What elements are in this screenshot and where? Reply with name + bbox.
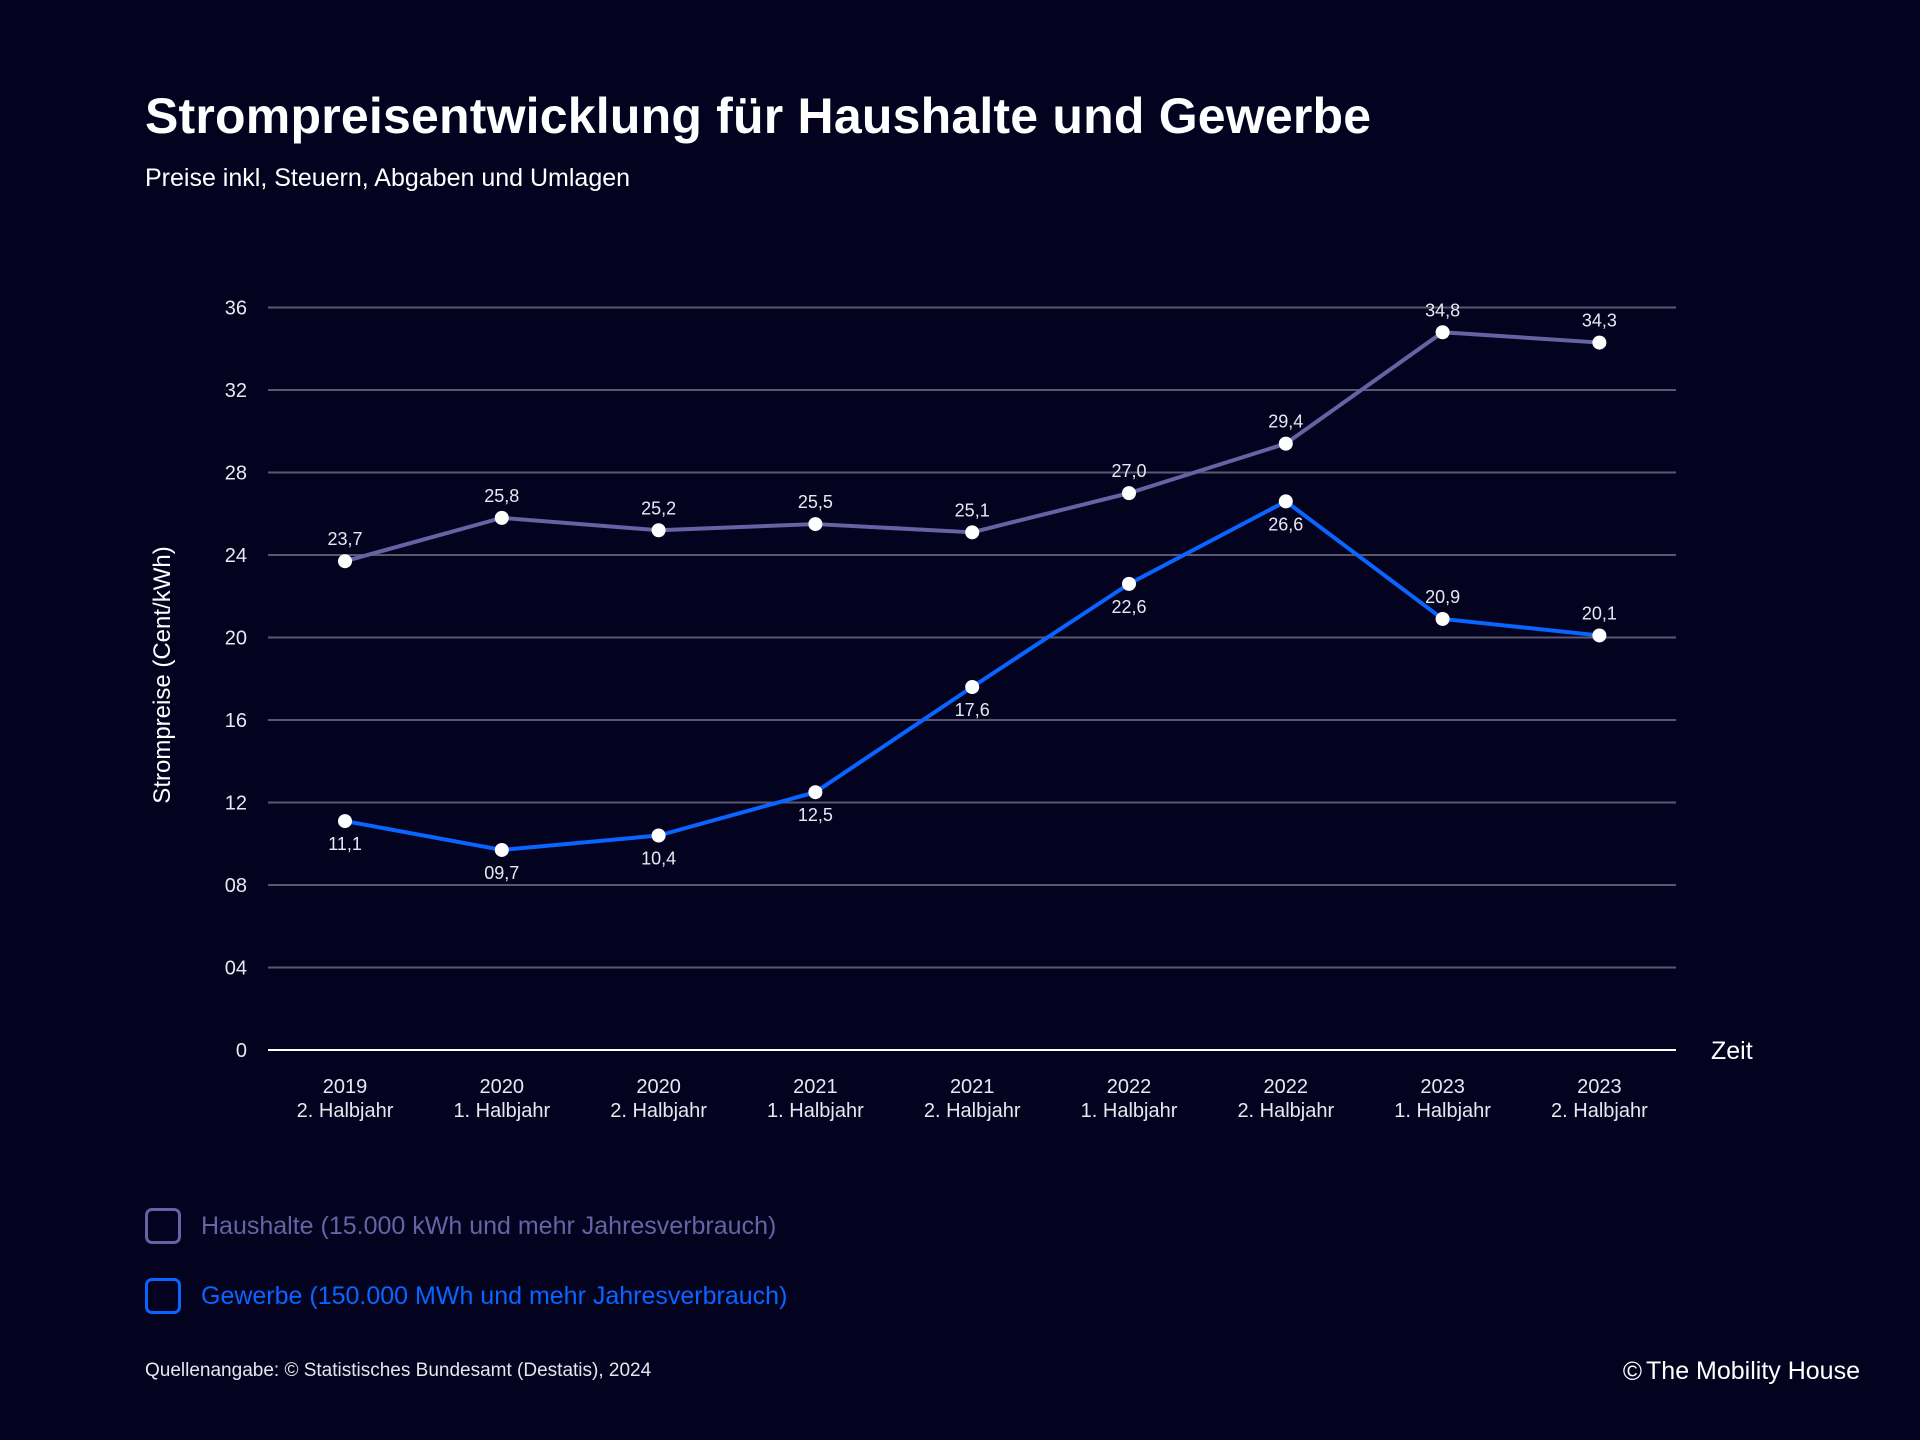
x-tick-label-period: 2. Halbjahr bbox=[1237, 1100, 1334, 1122]
y-tick-label: 24 bbox=[225, 545, 247, 567]
y-tick-labels: 0 04 08 12 16 20 24 28 32 36 bbox=[225, 298, 247, 1063]
data-point-gewerbe bbox=[494, 842, 509, 857]
data-label-haushalte: 27,0 bbox=[1111, 461, 1146, 481]
series-gewerbe: 11,1 09,7 10,4 12,5 17,6 22,6 26,6 20,9 20,1 bbox=[328, 494, 1617, 883]
data-label-haushalte: 29,4 bbox=[1268, 412, 1303, 432]
x-tick-label-year: 2019 bbox=[323, 1076, 368, 1098]
x-tick-label-year: 2023 bbox=[1420, 1076, 1465, 1098]
x-tick-label-period: 1. Halbjahr bbox=[1394, 1100, 1491, 1122]
chart-title: Strompreisentwicklung für Haushalte und … bbox=[145, 88, 1372, 144]
legend-item-haushalte[interactable]: Haushalte (15.000 kWh und mehr Jahresver… bbox=[145, 1208, 776, 1244]
data-point-haushalte bbox=[1435, 325, 1450, 340]
grid-layer bbox=[268, 306, 1676, 1051]
data-point-haushalte bbox=[808, 517, 823, 532]
x-tick-label-year: 2021 bbox=[950, 1076, 995, 1098]
data-point-haushalte bbox=[1278, 436, 1293, 451]
x-tick-label-period: 1. Halbjahr bbox=[767, 1100, 864, 1122]
x-tick-label-period: 1. Halbjahr bbox=[1081, 1100, 1178, 1122]
data-point-gewerbe bbox=[808, 785, 823, 800]
data-label-haushalte: 25,1 bbox=[955, 500, 990, 520]
data-point-haushalte bbox=[1592, 335, 1607, 350]
y-tick-label: 32 bbox=[225, 380, 247, 402]
data-point-gewerbe bbox=[651, 828, 666, 843]
data-label-gewerbe: 09,7 bbox=[484, 863, 519, 883]
data-label-haushalte: 34,8 bbox=[1425, 300, 1460, 320]
source-note: Quellenangabe: © Statistisches Bundesamt… bbox=[145, 1360, 652, 1381]
data-label-gewerbe: 17,6 bbox=[955, 700, 990, 720]
data-label-gewerbe: 12,5 bbox=[798, 805, 833, 825]
data-point-haushalte bbox=[651, 523, 666, 538]
data-label-gewerbe: 10,4 bbox=[641, 849, 676, 869]
x-tick-label-year: 2023 bbox=[1577, 1076, 1622, 1098]
y-tick-label: 04 bbox=[225, 958, 247, 980]
legend-label-haushalte: Haushalte (15.000 kWh und mehr Jahresver… bbox=[201, 1211, 777, 1240]
data-label-gewerbe: 26,6 bbox=[1268, 514, 1303, 534]
x-tick-label-year: 2022 bbox=[1264, 1076, 1309, 1098]
y-axis-label: Strompreise (Cent/kWh) bbox=[149, 546, 176, 803]
x-tick-label-year: 2020 bbox=[636, 1076, 681, 1098]
brand-logo: © The Mobility House bbox=[1623, 1356, 1860, 1387]
y-tick-label: 28 bbox=[225, 463, 247, 485]
x-tick-label-year: 2020 bbox=[480, 1076, 525, 1098]
x-tick-label-period: 2. Halbjahr bbox=[297, 1100, 394, 1122]
x-axis-label: Zeit bbox=[1711, 1037, 1753, 1065]
series-line-gewerbe bbox=[343, 499, 1602, 852]
x-tick-label-period: 2. Halbjahr bbox=[610, 1100, 707, 1122]
data-label-haushalte: 25,5 bbox=[798, 492, 833, 512]
legend-checkbox-haushalte[interactable] bbox=[145, 1208, 181, 1244]
data-point-haushalte bbox=[494, 510, 509, 525]
legend-label-gewerbe: Gewerbe (150.000 MWh und mehr Jahresverb… bbox=[201, 1281, 788, 1310]
data-point-gewerbe bbox=[1278, 494, 1293, 509]
x-tick-label-year: 2022 bbox=[1107, 1076, 1152, 1098]
x-tick-label-year: 2021 bbox=[793, 1076, 838, 1098]
series-layer: 23,7 25,8 25,2 25,5 25,1 27,0 29,4 34,8 34,3 11,1… bbox=[327, 300, 1616, 883]
brand-name: The Mobility House bbox=[1646, 1357, 1860, 1385]
data-point-haushalte bbox=[965, 525, 980, 540]
y-tick-label: 0 bbox=[236, 1040, 247, 1062]
y-tick-label: 16 bbox=[225, 710, 247, 732]
chart-subtitle: Preise inkl, Steuern, Abgaben und Umlage… bbox=[145, 164, 631, 192]
data-point-haushalte bbox=[338, 554, 352, 569]
data-label-haushalte: 34,3 bbox=[1582, 311, 1617, 331]
data-label-haushalte: 25,8 bbox=[484, 486, 519, 506]
data-point-gewerbe bbox=[1122, 576, 1136, 591]
data-point-haushalte bbox=[1122, 486, 1136, 501]
y-tick-label: 08 bbox=[225, 875, 247, 897]
legend-item-gewerbe[interactable]: Gewerbe (150.000 MWh und mehr Jahresverb… bbox=[145, 1278, 787, 1314]
data-point-gewerbe bbox=[1592, 628, 1607, 643]
data-label-haushalte: 25,2 bbox=[641, 498, 676, 518]
legend-checkbox-gewerbe[interactable] bbox=[145, 1278, 181, 1314]
data-label-gewerbe: 20,9 bbox=[1425, 587, 1460, 607]
y-tick-label: 20 bbox=[225, 628, 247, 650]
series-haushalte: 23,7 25,8 25,2 25,5 25,1 27,0 29,4 34,8 34,3 bbox=[327, 300, 1617, 569]
y-tick-label: 36 bbox=[225, 298, 247, 320]
x-tick-label-period: 2. Halbjahr bbox=[1551, 1100, 1648, 1122]
x-tick-label-period: 1. Halbjahr bbox=[453, 1100, 550, 1122]
copyright-icon: © bbox=[1622, 1356, 1643, 1386]
y-tick-label: 12 bbox=[225, 793, 247, 815]
data-label-gewerbe: 22,6 bbox=[1111, 597, 1146, 617]
x-tick-label-period: 2. Halbjahr bbox=[924, 1100, 1021, 1122]
data-label-haushalte: 23,7 bbox=[327, 529, 362, 549]
data-point-gewerbe bbox=[338, 814, 352, 829]
data-label-gewerbe: 11,1 bbox=[328, 834, 362, 854]
data-point-gewerbe bbox=[965, 680, 980, 694]
data-label-gewerbe: 20,1 bbox=[1582, 603, 1617, 623]
data-point-gewerbe bbox=[1435, 611, 1450, 626]
